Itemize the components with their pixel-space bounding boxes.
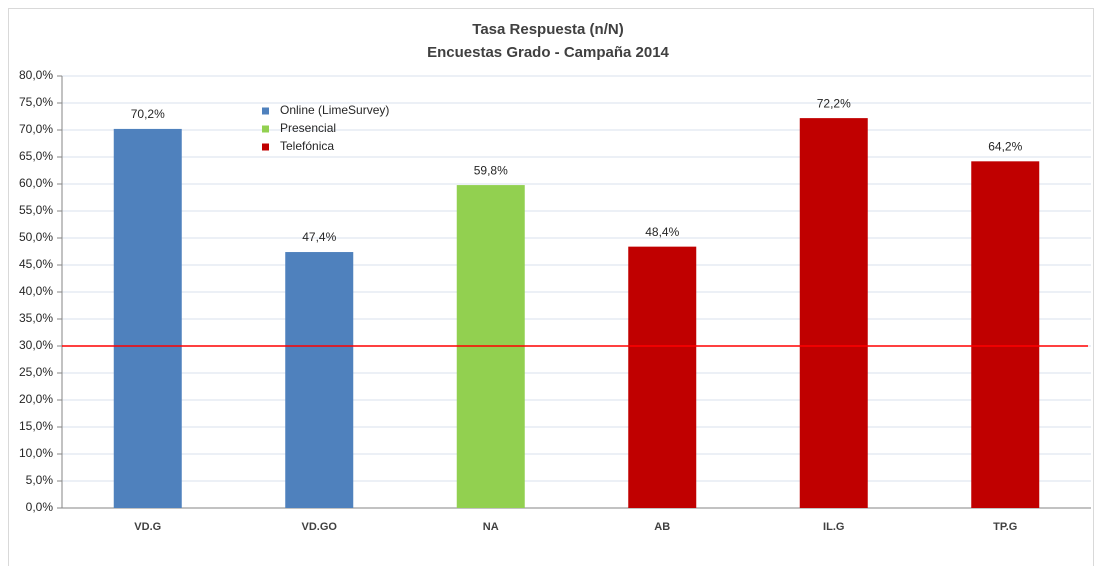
data-label: 59,8% <box>474 163 508 177</box>
data-label: 47,4% <box>302 230 336 244</box>
y-tick-label: 0,0% <box>26 500 54 514</box>
data-label: 48,4% <box>645 225 679 239</box>
y-tick-label: 55,0% <box>19 203 53 217</box>
y-tick-label: 75,0% <box>19 95 53 109</box>
bar <box>799 118 868 509</box>
y-tick-label: 65,0% <box>19 149 53 163</box>
bar <box>628 246 697 508</box>
y-tick-label: 70,0% <box>19 122 53 136</box>
y-tick-label: 40,0% <box>19 284 53 298</box>
x-tick-label: TP.G <box>993 521 1017 533</box>
y-tick-label: 30,0% <box>19 338 53 352</box>
chart-title: Tasa Respuesta (n/N) <box>472 21 623 38</box>
y-tick-label: 45,0% <box>19 257 53 271</box>
x-tick-label: VD.G <box>134 521 161 533</box>
chart-subtitle: Encuestas Grado - Campaña 2014 <box>427 44 669 61</box>
x-tick-label: NA <box>483 521 499 533</box>
legend-swatch <box>262 107 269 115</box>
bar <box>971 161 1040 508</box>
x-tick-label: AB <box>654 521 670 533</box>
y-tick-label: 20,0% <box>19 392 53 406</box>
x-tick-label: VD.GO <box>302 521 338 533</box>
legend-swatch <box>262 125 269 133</box>
data-label: 70,2% <box>131 107 165 121</box>
bar <box>285 252 354 508</box>
y-tick-label: 35,0% <box>19 311 53 325</box>
chart-frame <box>8 8 1094 566</box>
legend-label: Online (LimeSurvey) <box>280 103 389 117</box>
data-label: 72,2% <box>817 96 851 110</box>
y-tick-label: 25,0% <box>19 365 53 379</box>
y-tick-label: 80,0% <box>19 68 53 82</box>
legend-swatch <box>262 143 269 151</box>
bar <box>113 128 182 509</box>
legend-label: Presencial <box>280 121 336 135</box>
y-tick-label: 15,0% <box>19 419 53 433</box>
y-tick-label: 50,0% <box>19 230 53 244</box>
y-tick-label: 5,0% <box>26 473 54 487</box>
data-label: 64,2% <box>988 139 1022 153</box>
y-tick-label: 10,0% <box>19 446 53 460</box>
y-tick-label: 60,0% <box>19 176 53 190</box>
legend-label: Telefónica <box>280 139 334 153</box>
x-tick-label: IL.G <box>823 521 844 533</box>
